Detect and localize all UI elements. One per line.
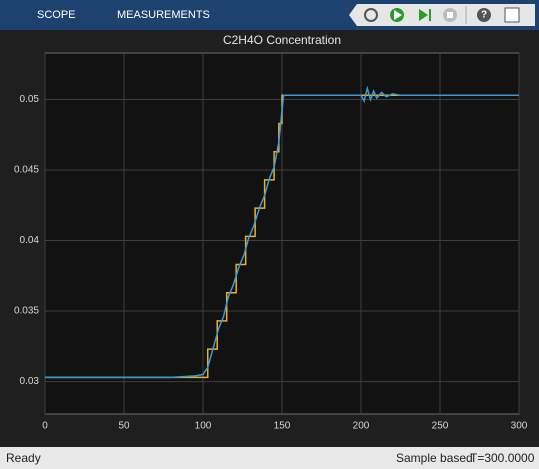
y-tick-label: 0.04 bbox=[20, 235, 40, 246]
tab[interactable]: MEASUREMENTS bbox=[117, 9, 210, 21]
status-bar: Ready Sample based T=300.0000 bbox=[0, 447, 539, 469]
status-time: T=300.0000 bbox=[470, 451, 535, 465]
y-tick-label: 0.045 bbox=[14, 165, 39, 176]
x-tick-label: 200 bbox=[353, 421, 370, 432]
status-mode: Sample based bbox=[396, 451, 473, 465]
y-tick-label: 0.05 bbox=[20, 94, 40, 105]
x-tick-label: 150 bbox=[274, 421, 291, 432]
x-tick-label: 250 bbox=[432, 421, 449, 432]
series-line bbox=[45, 85, 519, 379]
status-text: Ready bbox=[6, 451, 41, 465]
toolbar-icons: ? bbox=[349, 4, 535, 26]
x-tick-label: 300 bbox=[511, 421, 528, 432]
y-tick-label: 0.035 bbox=[14, 306, 39, 317]
x-tick-label: 50 bbox=[118, 421, 130, 432]
svg-text:?: ? bbox=[481, 10, 487, 21]
undock-button[interactable] bbox=[504, 7, 520, 23]
chart: C2H4O Concentration 0.03 0.035 0.04 0.045 0.… bbox=[14, 33, 528, 432]
x-tick-label: 0 bbox=[42, 421, 48, 432]
tab[interactable]: SCOPE bbox=[37, 9, 76, 21]
help-button[interactable] bbox=[477, 8, 491, 22]
settings-button[interactable] bbox=[364, 8, 378, 22]
y-tick-label: 0.03 bbox=[20, 376, 40, 387]
toolbar: SCOPE MEASUREMENTS ? bbox=[0, 0, 539, 30]
x-tick-label: 100 bbox=[195, 421, 212, 432]
step-button[interactable] bbox=[419, 9, 428, 21]
chart-title: C2H4O Concentration bbox=[223, 33, 341, 47]
